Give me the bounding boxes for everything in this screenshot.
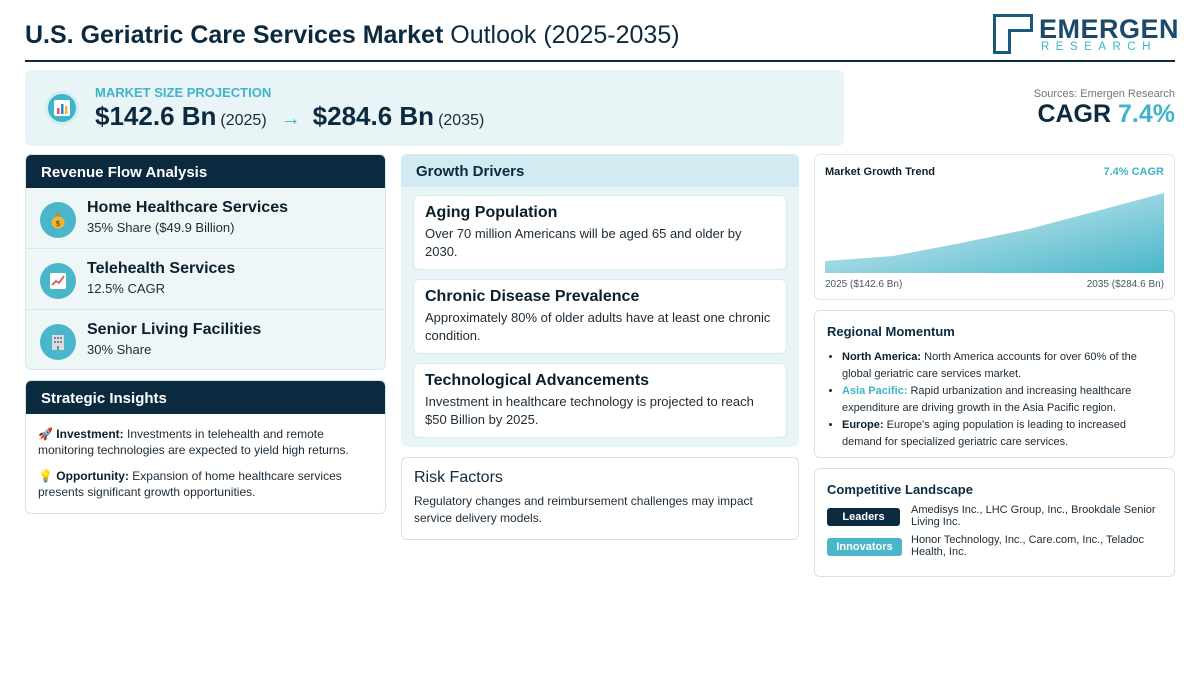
start-value: $142.6 Bn [95,101,217,131]
arrow-icon: → [280,108,301,130]
trend-start-label: 2025 ($142.6 Bn) [825,279,903,290]
projection-values: $142.6 Bn (2025) → $284.6 Bn (2035) [95,101,484,132]
end-year: (2035) [438,112,485,129]
logo-sub: RESEARCH [1041,41,1157,53]
insight-label: Opportunity: [56,469,129,483]
start-year: (2025) [220,112,267,129]
lightbulb-icon: 💡 [38,469,53,483]
insight-text: Expansion of home healthcare services pr… [38,469,342,499]
trend-cagr: 7.4% CAGR [1103,166,1164,178]
logo-name: EMERGEN [1039,14,1180,44]
region-item: North America: North America accounts fo… [842,349,1162,382]
competitor-row: Innovators Honor Technology, Inc., Care.… [827,534,1162,567]
bar-chart-icon [45,91,79,125]
growth-drivers-title: Growth Drivers [401,154,799,187]
insight-label: Investment: [56,427,124,441]
building-icon [40,324,76,360]
driver-card: Chronic Disease Prevalence Approximately… [413,279,787,354]
trend-end-label: 2035 ($284.6 Bn) [1086,279,1164,290]
driver-text: Investment in healthcare technology is p… [425,394,754,427]
revenue-item-sub: 35% Share ($49.9 Billion) [87,220,235,235]
trend-area-chart [825,193,1164,273]
driver-text: Approximately 80% of older adults have a… [425,310,771,343]
market-growth-trend-card: Market Growth Trend 7.4% CAGR 2025 ($142… [814,154,1175,300]
innovators-badge: Innovators [827,538,902,556]
region-text: Rapid urbanization and increasing health… [842,385,1132,414]
driver-text: Over 70 million Americans will be aged 6… [425,226,742,259]
money-bag-icon: $ [40,202,76,238]
competitive-landscape-title: Competitive Landscape [827,482,973,497]
revenue-item-title: Telehealth Services [87,260,236,277]
title-rest: Outlook (2025-2035) [450,21,680,49]
insight-item: 💡 Opportunity: Expansion of home healthc… [38,468,373,500]
revenue-item: $ Home Healthcare Services 35% Share ($4… [26,188,385,249]
rocket-icon: 🚀 [38,427,53,441]
cagr-display: CAGR 7.4% [1037,100,1175,129]
page-title: U.S. Geriatric Care Services Market Outl… [25,21,680,50]
region-label: Asia Pacific: [842,385,908,397]
regional-momentum-title: Regional Momentum [827,324,955,339]
competitive-landscape-card: Competitive Landscape Leaders Amedisys I… [814,468,1175,577]
region-text: North America accounts for over 60% of t… [842,351,1137,380]
driver-title: Chronic Disease Prevalence [425,288,640,305]
driver-card: Aging Population Over 70 million America… [413,195,787,270]
regional-momentum-card: Regional Momentum North America: North A… [814,310,1175,458]
trend-chart-icon [40,263,76,299]
region-item: Europe: Europe's aging population is lea… [842,417,1162,450]
revenue-item-sub: 12.5% CAGR [87,281,166,296]
emergen-logo: EMERGEN RESEARCH [993,14,1179,56]
cagr-value: 7.4% [1118,100,1175,128]
revenue-item: Telehealth Services 12.5% CAGR [26,249,385,310]
competitor-list: Amedisys Inc., LHC Group, Inc., Brookdal… [911,504,1156,528]
region-label: Europe: [842,419,884,431]
region-text: Europe's aging population is leading to … [842,419,1127,448]
risk-factors-panel: Risk Factors Regulatory changes and reim… [401,457,799,540]
region-label: North America: [842,351,922,363]
growth-drivers-panel: Growth Drivers Aging Population Over 70 … [401,154,799,447]
driver-card: Technological Advancements Investment in… [413,363,787,438]
leaders-badge: Leaders [827,508,900,526]
risk-factors-text: Regulatory changes and reimbursement cha… [414,494,753,525]
trend-area [825,193,1164,273]
insight-text: Investments in telehealth and remote mon… [38,427,349,457]
market-size-projection: MARKET SIZE PROJECTION $142.6 Bn (2025) → $… [25,70,844,146]
revenue-flow-title: Revenue Flow Analysis [26,155,385,188]
insight-item: 🚀 Investment: Investments in telehealth … [38,426,373,458]
trend-title: Market Growth Trend [825,166,936,178]
driver-title: Technological Advancements [425,372,650,389]
risk-factors-title: Risk Factors [414,469,503,486]
competitor-list: Honor Technology, Inc., Care.com, Inc., … [911,534,1144,558]
strategic-insights-panel: Strategic Insights 🚀 Investment: Investm… [25,380,386,514]
title-bold: U.S. Geriatric Care Services Market [25,21,444,49]
revenue-flow-panel: Revenue Flow Analysis $ Home Healthcare … [25,154,386,370]
cagr-label: CAGR [1037,100,1112,128]
svg-text:$: $ [55,219,61,228]
revenue-item: Senior Living Facilities 30% Share [26,310,385,369]
end-value: $284.6 Bn [312,101,435,131]
revenue-item-title: Home Healthcare Services [87,199,288,216]
region-item: Asia Pacific: Rapid urbanization and inc… [842,383,1162,416]
page-header: U.S. Geriatric Care Services Market Outl… [25,14,1179,62]
projection-label: MARKET SIZE PROJECTION [95,85,272,100]
driver-title: Aging Population [425,204,558,221]
logo-mark [993,14,1033,54]
sources-note: Sources: Emergen Research [1033,88,1175,100]
revenue-item-sub: 30% Share [87,342,152,357]
competitor-row: Leaders Amedisys Inc., LHC Group, Inc., … [827,504,1162,537]
revenue-item-title: Senior Living Facilities [87,321,262,338]
strategic-insights-title: Strategic Insights [26,381,385,414]
